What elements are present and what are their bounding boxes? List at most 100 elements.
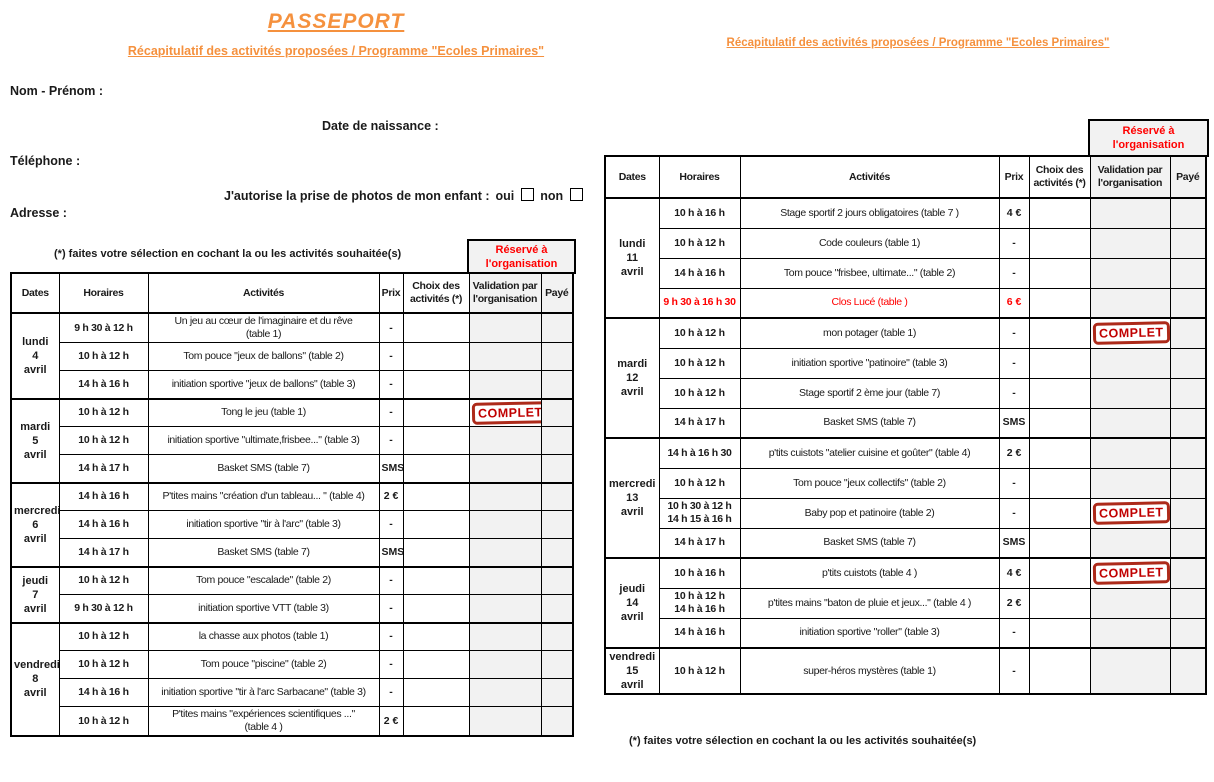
birthdate-field-label: Date de naissance : (322, 119, 439, 133)
complet-stamp: COMPLET (1092, 321, 1169, 346)
time-cell: 14 h à 16 h 30 (658, 437, 741, 469)
choice-cell[interactable] (1028, 557, 1091, 589)
price-cell: 6 € (998, 287, 1030, 319)
choice-cell[interactable] (1028, 617, 1091, 649)
price-cell: - (998, 377, 1030, 409)
activity-cell: Basket SMS (table 7) (739, 527, 1000, 559)
choice-cell[interactable] (402, 594, 470, 623)
activity-cell: Tom pouce "frisbee, ultimate..." (table … (739, 257, 1000, 289)
time-cell: 14 h à 16 h (58, 481, 149, 511)
time-cell: 10 h à 12 h (58, 650, 149, 679)
time-cell: 10 h à 12 h (658, 347, 741, 379)
price-cell: - (998, 227, 1030, 259)
paid-cell (1169, 227, 1207, 259)
table-row: 14 h à 16 h Tom pouce "frisbee, ultimate.… (605, 257, 1207, 289)
paid-cell (1169, 557, 1207, 589)
column-header-6: Validation par l'organisation (468, 272, 542, 314)
time-cell: 9 h 30 à 16 h 30 (658, 287, 741, 319)
paid-cell (540, 706, 574, 737)
choice-cell[interactable] (402, 370, 470, 399)
price-cell: 2 € (378, 706, 404, 737)
price-cell: - (378, 678, 404, 707)
paid-cell (1169, 287, 1207, 319)
paid-cell (540, 397, 574, 427)
time-cell: 14 h à 16 h (58, 370, 149, 399)
time-cell: 10 h à 12 h (58, 621, 149, 651)
choice-cell[interactable] (1028, 227, 1091, 259)
validation-cell: COMPLET (468, 397, 542, 427)
activity-cell: p'tites mains "baton de pluie et jeux...… (739, 587, 1000, 619)
time-cell: 14 h à 17 h (58, 454, 149, 483)
program-table-week1: Dates Horaires Activités Prix Choix des acti… (10, 272, 574, 737)
choice-cell[interactable] (1028, 197, 1091, 229)
choice-cell[interactable] (1028, 317, 1091, 349)
photo-yes-label: oui (495, 189, 515, 203)
choice-cell[interactable] (402, 312, 470, 343)
validation-cell (468, 650, 542, 679)
table-row: 10 h à 12 h initiation sportive "patinoir… (605, 347, 1207, 379)
choice-cell[interactable] (1028, 497, 1091, 529)
validation-cell: COMPLET (1089, 557, 1171, 589)
choice-cell[interactable] (402, 621, 470, 651)
paid-cell (540, 621, 574, 651)
choice-cell[interactable] (402, 397, 470, 427)
choice-cell[interactable] (1028, 587, 1091, 619)
paid-cell (540, 342, 574, 371)
validation-cell (468, 706, 542, 737)
choice-cell[interactable] (402, 481, 470, 511)
activity-cell: initiation sportive "tir à l'arc Sarbaca… (147, 678, 380, 707)
choice-cell[interactable] (402, 454, 470, 483)
activity-cell: P'tites mains "création d'un tableau... … (147, 481, 380, 511)
activity-cell: Tong le jeu (table 1) (147, 397, 380, 427)
photo-no-checkbox[interactable] (570, 188, 584, 201)
validation-cell (1089, 407, 1171, 439)
choice-cell[interactable] (402, 538, 470, 567)
time-cell: 10 h à 12 h (58, 342, 149, 371)
choice-cell[interactable] (1028, 527, 1091, 559)
choice-cell[interactable] (1028, 257, 1091, 289)
price-cell: 2 € (998, 587, 1030, 619)
activity-cell: initiation sportive "patinoire" (table 3… (739, 347, 1000, 379)
date-cell: jeudi 14 avril (604, 557, 660, 649)
complet-stamp: COMPLET (471, 400, 540, 425)
table-row: jeudi 7 avril 10 h à 12 h Tom pouce "escal… (10, 565, 574, 623)
choice-cell[interactable] (1028, 647, 1091, 695)
paid-cell (540, 594, 574, 623)
paid-cell (540, 454, 574, 483)
choice-cell[interactable] (1028, 467, 1091, 499)
activity-cell: Code couleurs (table 1) (739, 227, 1000, 259)
price-cell: - (378, 621, 404, 651)
address-field-label: Adresse : (10, 206, 67, 220)
name-field-label: Nom - Prénom : (10, 84, 104, 98)
choice-cell[interactable] (402, 426, 470, 455)
choice-cell[interactable] (402, 510, 470, 539)
choice-cell[interactable] (1028, 347, 1091, 379)
validation-cell (468, 621, 542, 651)
choice-cell[interactable] (1028, 287, 1091, 319)
choice-cell[interactable] (1028, 407, 1091, 439)
photo-question-text: J'autorise la prise de photos de mon enf… (224, 189, 490, 203)
price-cell: - (378, 594, 404, 623)
activity-cell: Basket SMS (table 7) (739, 407, 1000, 439)
choice-cell[interactable] (402, 342, 470, 371)
choice-cell[interactable] (1028, 377, 1091, 409)
time-cell: 14 h à 16 h (658, 617, 741, 649)
choice-cell[interactable] (402, 678, 470, 707)
choice-cell[interactable] (402, 565, 470, 595)
column-header-2: Horaires (58, 272, 149, 314)
paid-cell (1169, 347, 1207, 379)
time-cell: 10 h à 12 h (58, 565, 149, 595)
time-cell: 10 h à 12 h (658, 377, 741, 409)
table-row: 10 h à 12 h Tom pouce "piscine" (table 2)… (11, 650, 574, 679)
choice-cell[interactable] (402, 650, 470, 679)
validation-cell (1089, 617, 1171, 649)
choice-cell[interactable] (402, 706, 470, 737)
time-cell: 10 h 30 à 12 h 14 h 15 à 16 h (658, 497, 741, 529)
activity-cell: la chasse aux photos (table 1) (147, 621, 380, 651)
validation-cell (468, 594, 542, 623)
validation-cell (468, 342, 542, 371)
table-row: 14 h à 16 h initiation sportive "tir à l'… (11, 678, 574, 707)
table-row: 9 h 30 à 16 h 30 Clos Lucé (table ) 6 € (605, 287, 1207, 319)
photo-yes-checkbox[interactable] (521, 188, 535, 201)
choice-cell[interactable] (1028, 437, 1091, 469)
